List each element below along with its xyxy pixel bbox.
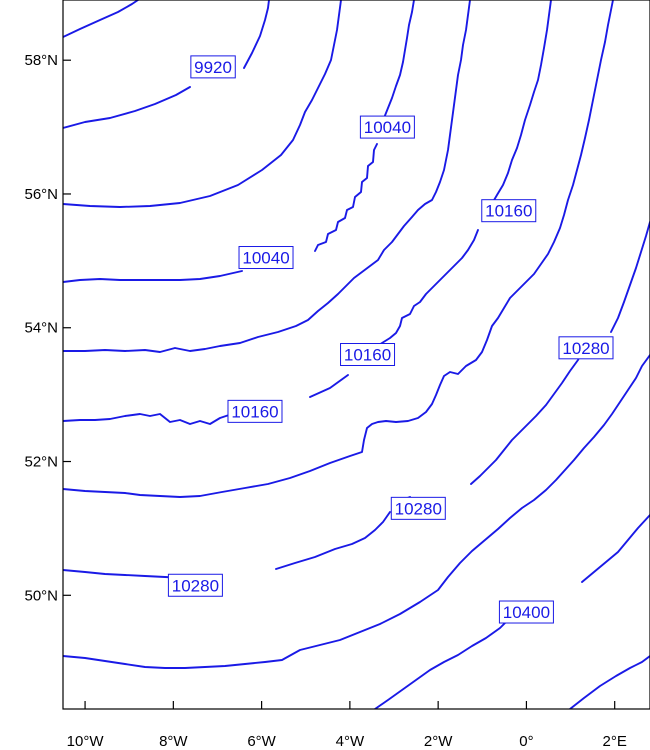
contour-line [63, 0, 471, 353]
contour-label-box [238, 246, 294, 270]
lon-tick-label: 4°W [336, 733, 365, 750]
map-frame [62, 0, 650, 710]
contour-label-box [390, 496, 446, 520]
contour-label: 10280 [167, 573, 223, 597]
longitude-axis: 10°W 8°W 6°W 4°W 2°W 0° 2°E [67, 701, 627, 750]
contour-label: 10280 [390, 496, 446, 520]
contour-label-box [359, 115, 415, 139]
contour-label-box [227, 399, 283, 423]
lon-tick-label: 0° [519, 733, 533, 750]
contour-label: 9920 [190, 55, 236, 79]
contour-label-box [558, 336, 614, 360]
lat-tick-label: 58°N [24, 52, 58, 69]
contour-label-box [498, 600, 554, 624]
contour-label: 10160 [340, 343, 396, 366]
contour-label-text: 10040 [364, 118, 411, 137]
lat-tick-label: 54°N [24, 320, 58, 337]
lon-tick-label: 8°W [159, 733, 188, 750]
contour-line [63, 0, 614, 498]
contour-label: 10040 [359, 115, 415, 139]
contour-line [63, 0, 139, 38]
contour-label-text: 10040 [242, 249, 289, 268]
lat-tick-label: 50°N [24, 587, 58, 604]
contour-lines [63, 0, 650, 709]
contour-labels: 9920100401004010160101601016010160102801… [167, 55, 614, 624]
contour-line [63, 0, 342, 208]
lon-tick-label: 2°E [603, 733, 627, 750]
contour-label-box [167, 573, 223, 597]
contour-line [374, 514, 650, 709]
lon-tick-label: 2°W [424, 733, 453, 750]
latitude-axis: 58°N 56°N 54°N 52°N 50°N [24, 52, 71, 604]
lon-tick-label: 10°W [67, 733, 105, 750]
lon-tick-label: 6°W [247, 733, 276, 750]
contour-label-text: 10280 [395, 499, 442, 518]
contour-label: 10160 [481, 199, 537, 223]
contour-line [63, 354, 650, 669]
contour-line [569, 655, 650, 709]
lat-tick-label: 56°N [24, 186, 58, 203]
contour-label: 10400 [498, 600, 554, 624]
contour-label-text: 9920 [194, 58, 232, 77]
contour-label-text: 10400 [503, 603, 550, 622]
contour-label-box [190, 55, 236, 79]
contour-line [63, 0, 552, 425]
contour-label-box [340, 343, 396, 366]
contour-label-text: 10160 [344, 346, 391, 365]
contour-line [63, 0, 270, 129]
contour-label: 10160 [227, 399, 283, 423]
lat-tick-label: 52°N [24, 454, 58, 471]
contour-label: 10040 [238, 246, 294, 270]
contour-label-box [481, 199, 537, 223]
contour-label-text: 10160 [485, 202, 532, 221]
contour-label-text: 10160 [231, 402, 278, 421]
contour-label: 10280 [558, 336, 614, 360]
contour-label-text: 10280 [562, 339, 609, 358]
contour-label-text: 10280 [172, 576, 219, 595]
contour-line [63, 0, 415, 283]
